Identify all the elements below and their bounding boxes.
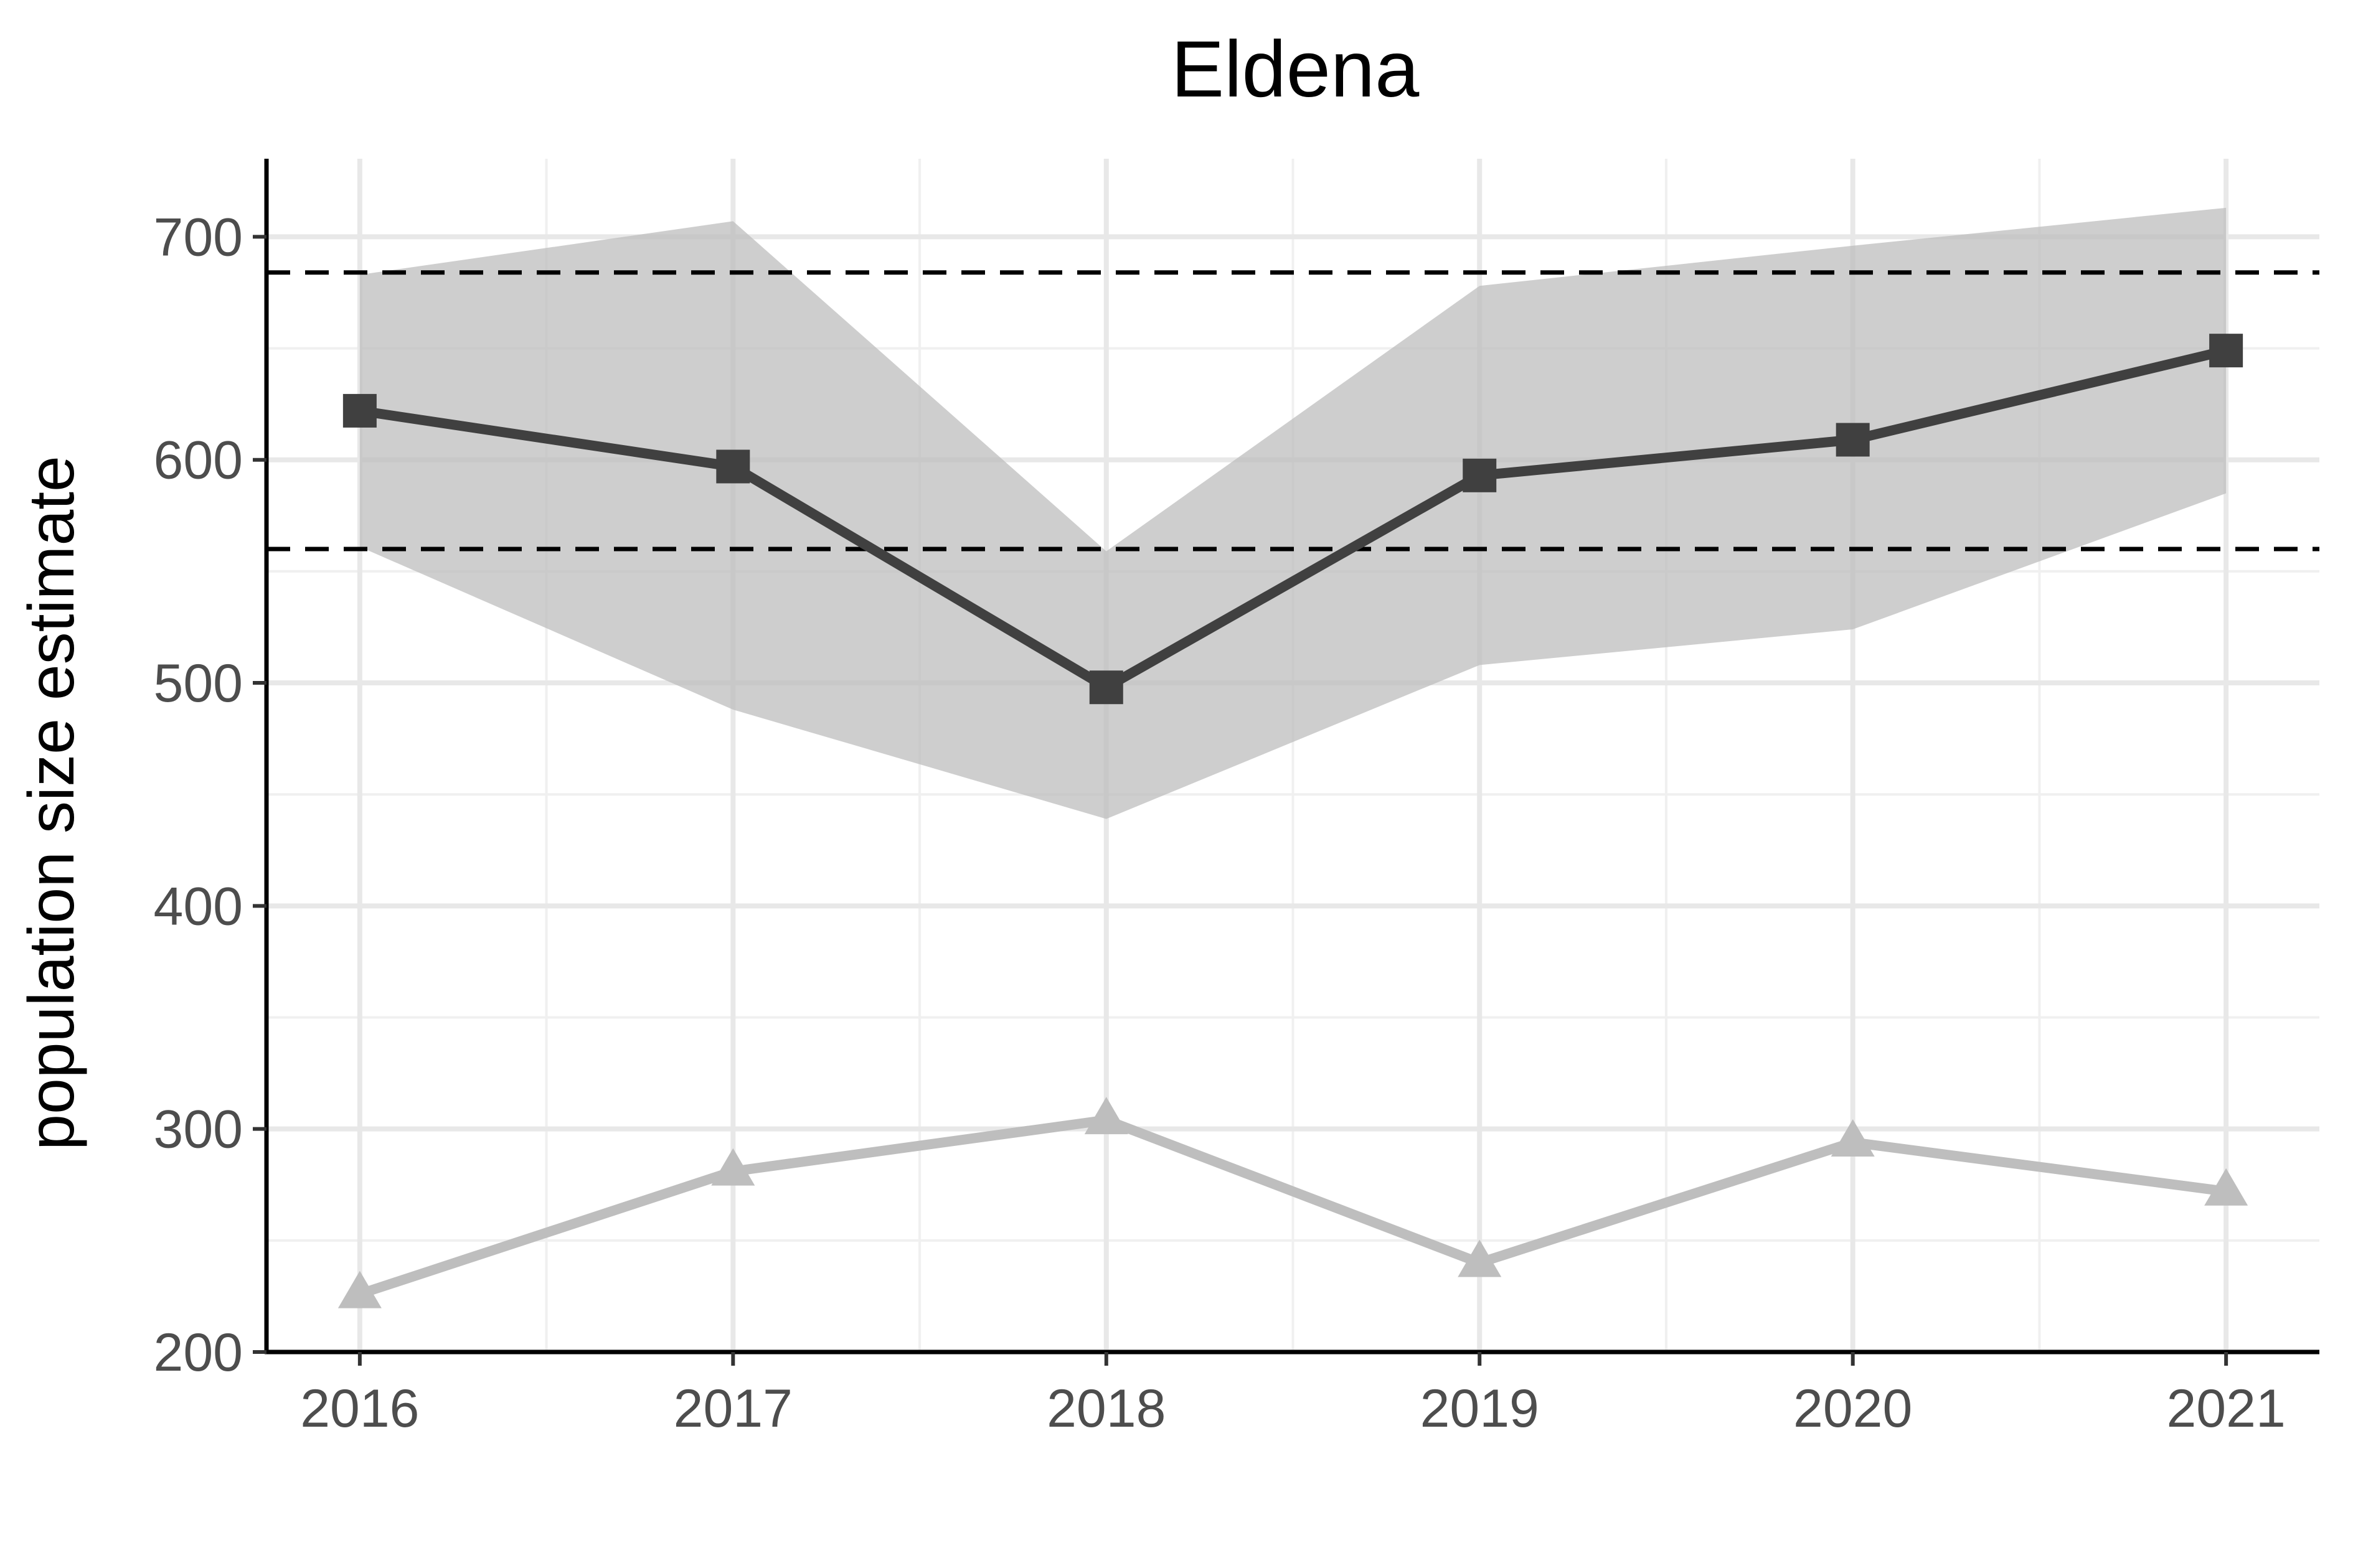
data-point-triangle — [711, 1148, 755, 1186]
x-tick-label: 2021 — [2166, 1379, 2285, 1439]
y-tick-label: 400 — [154, 876, 243, 936]
y-tick-label: 300 — [154, 1100, 243, 1160]
data-point-triangle — [1084, 1097, 1128, 1135]
data-point-triangle — [1831, 1119, 1875, 1157]
axes — [264, 159, 2319, 1354]
series-line-square — [354, 345, 2232, 693]
chart-title: Eldena — [1171, 25, 1420, 114]
y-tick-label: 500 — [154, 654, 243, 713]
y-axis-title: population size estimate — [16, 456, 88, 1150]
data-point-triangle — [2204, 1168, 2248, 1206]
data-point-triangle — [1458, 1239, 1502, 1277]
data-point-square — [2209, 334, 2243, 368]
data-point-square — [1836, 423, 1870, 457]
x-tick-label: 2016 — [300, 1379, 419, 1439]
data-point-square — [716, 449, 750, 484]
y-tick-label: 600 — [154, 431, 243, 491]
confidence-band-layer — [359, 207, 2227, 819]
data-point-square — [342, 393, 377, 428]
y-tick-label: 700 — [154, 207, 243, 267]
x-tick-label: 2017 — [674, 1379, 793, 1439]
x-tick-label: 2019 — [1420, 1379, 1539, 1439]
data-point-square — [1089, 670, 1123, 705]
y-tick-label: 200 — [154, 1323, 243, 1383]
series-layer — [337, 334, 2248, 1308]
data-point-square — [1463, 458, 1497, 492]
series-line-triangle — [354, 1115, 2232, 1299]
x-tick-label: 2020 — [1793, 1379, 1912, 1439]
reference-lines — [266, 270, 2319, 552]
data-point-triangle — [337, 1270, 382, 1308]
x-tick-label: 2018 — [1047, 1379, 1166, 1439]
confidence-band — [359, 207, 2227, 819]
tick-labels: 200 300 400 500 600 700 2016 2017 2018 2019 2020 20… — [154, 207, 2286, 1439]
